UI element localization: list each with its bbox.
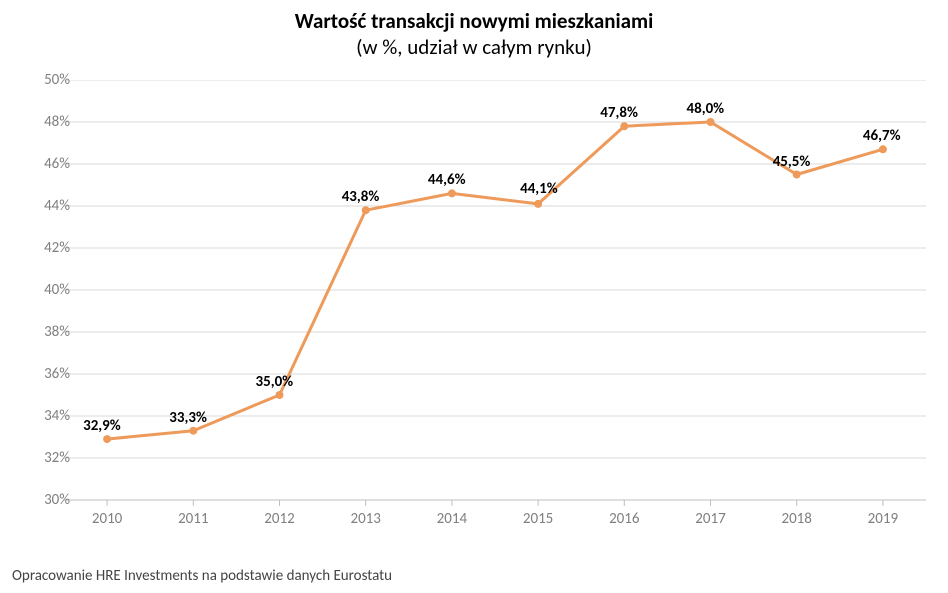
data-marker [879,145,887,153]
chart-subtitle: (w %, udział w całym rynku) [0,34,948,60]
data-label: 45,5% [773,153,811,171]
footer-note: Opracowanie HRE Investments na podstawie… [12,567,392,585]
data-line [107,122,883,439]
data-marker [448,189,456,197]
data-label: 44,6% [428,171,466,189]
data-label: 43,8% [342,188,380,206]
x-tick-label: 2018 [767,510,827,528]
x-tick-label: 2010 [77,510,137,528]
plot-area [60,80,930,530]
x-tick-label: 2011 [163,510,223,528]
data-marker [103,435,111,443]
data-marker [707,118,715,126]
data-label: 46,7% [863,127,901,145]
y-tick-label: 44% [20,197,70,215]
x-tick-label: 2019 [853,510,913,528]
y-tick-label: 32% [20,449,70,467]
title-block: Wartość transakcji nowymi mieszkaniami (… [0,8,948,61]
data-marker [534,200,542,208]
y-tick-label: 42% [20,239,70,257]
data-marker [189,427,197,435]
x-tick-label: 2012 [250,510,310,528]
data-marker [276,391,284,399]
x-tick-label: 2015 [508,510,568,528]
y-tick-label: 34% [20,407,70,425]
chart-title: Wartość transakcji nowymi mieszkaniami [0,8,948,34]
data-marker [362,206,370,214]
x-tick-label: 2017 [681,510,741,528]
data-marker [620,122,628,130]
x-tick-label: 2014 [422,510,482,528]
x-tick-label: 2016 [594,510,654,528]
data-label: 44,1% [520,180,558,198]
y-tick-label: 50% [20,71,70,89]
y-tick-label: 40% [20,281,70,299]
data-label: 32,9% [83,417,121,435]
data-label: 48,0% [687,100,725,118]
chart-container: Wartość transakcji nowymi mieszkaniami (… [0,0,948,593]
data-label: 33,3% [169,409,207,427]
data-label: 35,0% [256,373,294,391]
y-tick-label: 36% [20,365,70,383]
y-tick-label: 46% [20,155,70,173]
y-tick-label: 48% [20,113,70,131]
y-tick-label: 38% [20,323,70,341]
data-label: 47,8% [600,104,638,122]
chart-svg [60,80,930,530]
x-tick-label: 2013 [336,510,396,528]
y-tick-label: 30% [20,491,70,509]
data-marker [793,171,801,179]
